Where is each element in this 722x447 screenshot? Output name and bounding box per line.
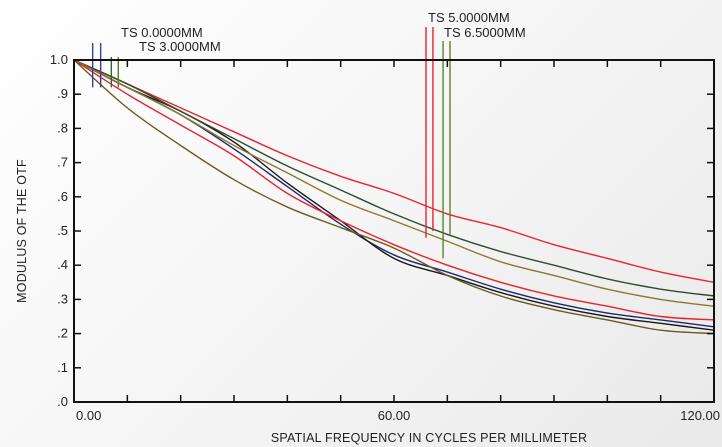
y-tick-label-6: .6 [57, 189, 68, 204]
y-tick-label-9: .9 [57, 86, 68, 101]
y-tick-label-2: .2 [57, 326, 68, 341]
y-tick-label-8: .8 [57, 120, 68, 135]
series-line-2 [73, 59, 715, 331]
x-tick-label-0: 0.00 [76, 408, 101, 423]
y-tick-label-4: .4 [57, 257, 68, 272]
y-tick-label-3: .3 [57, 291, 68, 306]
y-tick-label-10: 1.0 [50, 52, 68, 67]
y-tick-label-7: .7 [57, 155, 68, 170]
plot-frame [73, 59, 715, 403]
series-line-7 [73, 59, 715, 335]
series-line-4 [73, 59, 715, 297]
series-layer [73, 59, 715, 335]
y-tick-label-0: .0 [57, 394, 68, 409]
x-tick-label-1: 60.00 [378, 408, 411, 423]
legend-label-ts-3-0000mm: TS 3.0000MM [139, 39, 221, 54]
legend-marker-layer [91, 27, 451, 259]
tick-layer [74, 60, 714, 402]
y-axis-title: MODULUS OF THE OTF [15, 159, 29, 303]
x-tick-label-2: 120.00 [680, 408, 720, 423]
series-line-5 [73, 59, 715, 307]
legend-label-ts-5-0000mm: TS 5.0000MM [428, 10, 510, 25]
legend-label-ts-0-0000mm: TS 0.0000MM [121, 25, 203, 40]
x-axis-title: SPATIAL FREQUENCY IN CYCLES PER MILLIMET… [271, 431, 587, 445]
series-line-6 [73, 59, 715, 321]
y-tick-label-1: .1 [57, 360, 68, 375]
series-line-3 [73, 59, 715, 283]
legend-label-ts-6-5000mm: TS 6.5000MM [444, 25, 526, 40]
y-tick-label-5: .5 [57, 223, 68, 238]
tick-label-layer: .0 .1 .2 .3 .4 .5 .6 .7 .8 .9 1.0 0.00 60.00 120.00 [50, 52, 720, 423]
